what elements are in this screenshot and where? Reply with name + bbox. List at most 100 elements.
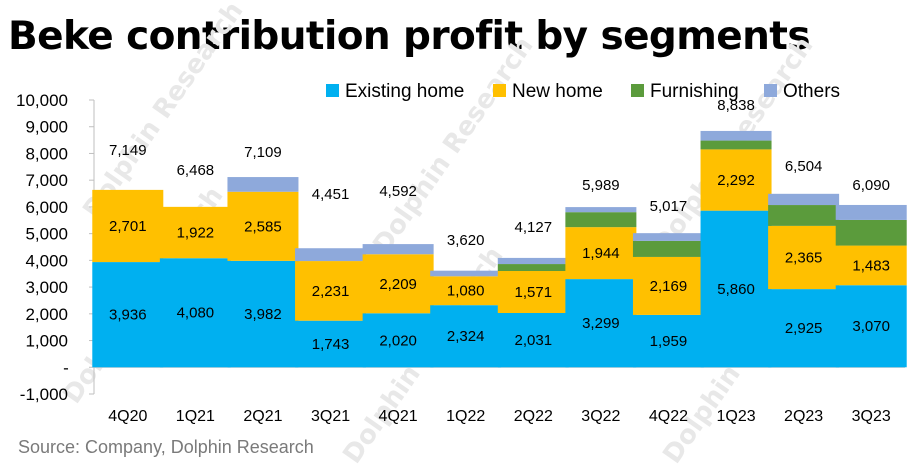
x-category-label: 4Q22 <box>649 408 688 425</box>
bar-segment-existing <box>835 285 907 368</box>
total-label: 4,127 <box>515 219 553 236</box>
data-label-new: 2,365 <box>785 249 823 266</box>
bar-segment-others <box>700 130 772 141</box>
legend-label-others: Others <box>783 81 840 102</box>
data-label-existing: 3,936 <box>109 307 147 324</box>
y-tick-label: 1,000 <box>25 332 68 351</box>
y-tick-label: 8,000 <box>25 144 68 163</box>
x-category-label: 2Q22 <box>514 408 553 425</box>
data-label-new: 1,922 <box>177 225 215 242</box>
bar-segment-others <box>497 257 569 265</box>
y-tick-label: 4,000 <box>25 251 68 270</box>
bar-segment-furnishing <box>835 219 907 246</box>
x-category-label: 1Q23 <box>716 408 755 425</box>
legend-swatch-others <box>764 84 777 97</box>
legend-swatch-furnishing <box>631 84 644 97</box>
data-label-new: 1,080 <box>447 283 485 300</box>
legend-swatch-existing <box>326 84 339 97</box>
bar-segment-new <box>835 245 907 286</box>
x-category-label: 1Q22 <box>446 408 485 425</box>
total-label: 3,620 <box>447 232 485 249</box>
x-category-label: 3Q21 <box>311 408 350 425</box>
y-tick-label: -1,000 <box>20 385 68 404</box>
data-label-new: 1,944 <box>582 245 620 262</box>
bar-segment-existing <box>92 262 164 368</box>
total-label: 5,017 <box>650 198 688 215</box>
y-tick-label: 6,000 <box>25 198 68 217</box>
y-tick-label: - <box>63 358 69 377</box>
bar-segment-existing <box>159 258 231 368</box>
data-label-new: 2,169 <box>650 278 688 295</box>
y-tick-label: 3,000 <box>25 278 68 297</box>
bar-segment-furnishing <box>768 205 840 226</box>
y-tick-label: 9,000 <box>25 118 68 137</box>
bar-segment-others <box>362 244 434 255</box>
data-label-new: 1,483 <box>852 257 890 274</box>
bar-segment-existing <box>497 312 569 368</box>
bar-segment-furnishing <box>497 264 569 272</box>
data-label-existing: 2,324 <box>447 328 485 345</box>
legend-swatch-new <box>493 84 506 97</box>
data-label-new: 2,231 <box>312 283 350 300</box>
y-tick-label: 5,000 <box>25 225 68 244</box>
bar-segment-others <box>835 204 907 220</box>
bar-segment-existing <box>227 260 299 368</box>
x-category-label: 3Q22 <box>581 408 620 425</box>
bar-segment-new <box>768 225 840 290</box>
source-note: Source: Company, Dolphin Research <box>18 437 314 457</box>
total-label: 7,109 <box>244 144 282 161</box>
bar-segment-existing <box>295 320 367 368</box>
y-tick-label: 7,000 <box>25 171 68 190</box>
data-label-existing: 5,860 <box>717 281 755 298</box>
bar-segment-others <box>227 177 299 192</box>
data-label-new: 2,585 <box>244 218 282 235</box>
bar-segment-new <box>362 254 434 314</box>
x-category-label: 3Q23 <box>852 408 891 425</box>
bar-segment-existing <box>632 314 704 368</box>
bar-segment-new <box>295 261 367 321</box>
y-tick-label: 2,000 <box>25 305 68 324</box>
x-category-label: 1Q21 <box>176 408 215 425</box>
data-label-existing: 2,925 <box>785 320 823 337</box>
bar-segment-furnishing <box>565 212 637 228</box>
bar-segment-new <box>92 189 164 263</box>
bar-segment-new <box>227 191 299 261</box>
bar-segment-existing <box>565 279 637 368</box>
legend-label-existing: Existing home <box>345 81 464 102</box>
bar-segment-furnishing <box>700 140 772 150</box>
x-category-label: 4Q21 <box>379 408 418 425</box>
total-label: 4,451 <box>312 186 350 203</box>
total-label: 4,592 <box>379 183 417 200</box>
bar-segment-existing <box>768 289 840 368</box>
total-label: 8,838 <box>717 97 755 114</box>
y-tick-label: 10,000 <box>16 91 68 110</box>
data-label-existing: 3,070 <box>852 318 890 335</box>
bar-segment-new <box>159 206 231 259</box>
bar-segment-existing <box>700 210 772 368</box>
total-label: 6,090 <box>852 177 890 194</box>
bar-segment-new <box>430 276 502 306</box>
bar-segment-others <box>565 207 637 213</box>
data-label-new: 2,701 <box>109 218 147 235</box>
total-label: 6,468 <box>177 162 215 179</box>
x-category-label: 2Q23 <box>784 408 823 425</box>
bar-segment-new <box>700 149 772 211</box>
data-label-existing: 3,982 <box>244 306 282 323</box>
bar-segment-existing <box>362 313 434 368</box>
bar-segment-new <box>565 227 637 280</box>
total-label: 6,504 <box>785 158 823 175</box>
x-category-label: 2Q21 <box>243 408 282 425</box>
bar-segment-furnishing <box>632 240 704 257</box>
bar-segment-others <box>768 193 840 206</box>
data-label-new: 2,292 <box>717 172 755 189</box>
x-category-label: 4Q20 <box>108 408 147 425</box>
chart-title: Beke contribution profit by segments <box>8 14 811 59</box>
data-label-existing: 4,080 <box>177 305 215 322</box>
data-label-existing: 2,020 <box>379 332 417 349</box>
bar-segment-existing <box>430 305 502 368</box>
bar-segment-others <box>295 248 367 262</box>
legend-label-new: New home <box>512 81 603 102</box>
data-label-existing: 1,743 <box>312 336 350 353</box>
bar-segment-others <box>632 233 704 241</box>
